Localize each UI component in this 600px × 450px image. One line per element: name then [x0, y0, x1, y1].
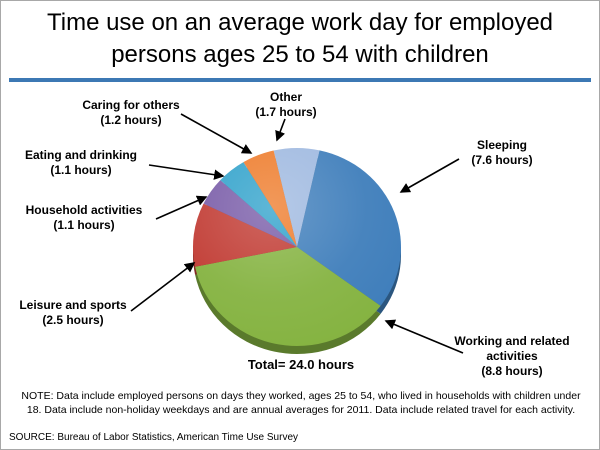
total-label: Total= 24.0 hours: [247, 357, 355, 372]
title-divider: [9, 78, 591, 82]
pie-chart: [130, 113, 464, 354]
callout-working-label: Working and related activities: [454, 334, 570, 363]
callout-caring-for-others: Caring for others (1.2 hours): [71, 98, 191, 128]
pie-slices: [193, 148, 401, 354]
callout-leisure-and-sports: Leisure and sports (2.5 hours): [13, 298, 133, 328]
chart-title-line1: Time use on an average work day for empl…: [46, 9, 554, 36]
callout-eating-value: (1.1 hours): [50, 163, 112, 177]
note-text: NOTE: Data include employed persons on d…: [21, 390, 581, 416]
leader-arrow-working: [384, 319, 464, 354]
leader-arrow-other: [275, 118, 286, 142]
leader-arrows: [130, 113, 464, 354]
leader-arrow-household: [155, 195, 208, 220]
callout-sleeping-value: (7.6 hours): [471, 153, 533, 167]
callout-sleeping: Sleeping (7.6 hours): [446, 138, 558, 168]
callout-leisure-value: (2.5 hours): [42, 313, 104, 327]
callout-caring-label: Caring for others: [82, 98, 180, 112]
pie-sheen: [193, 148, 401, 346]
leader-arrow-eating: [148, 164, 225, 180]
callout-other-value: (1.7 hours): [255, 105, 317, 119]
callout-working-value: (8.8 hours): [481, 364, 543, 378]
callout-caring-value: (1.2 hours): [100, 113, 162, 127]
chart-title-line2: persons ages 25 to 54 with children: [111, 41, 489, 68]
callout-eating-label: Eating and drinking: [24, 148, 137, 162]
callout-other: Other (1.7 hours): [236, 90, 336, 120]
leader-arrow-caring: [180, 113, 253, 154]
source-text: SOURCE: Bureau of Labor Statistics, Amer…: [9, 432, 298, 443]
callout-leisure-label: Leisure and sports: [19, 298, 127, 312]
callout-household-label: Household activities: [25, 203, 143, 217]
callout-working-and-related-activities: Working and related activities (8.8 hour…: [451, 334, 573, 379]
chart-title: Time use on an average work day for empl…: [1, 7, 599, 71]
leader-arrow-leisure: [130, 262, 196, 312]
callout-sleeping-label: Sleeping: [476, 138, 527, 152]
callout-other-label: Other: [269, 90, 302, 104]
callout-household-value: (1.1 hours): [53, 218, 115, 232]
callout-household-activities: Household activities (1.1 hours): [9, 203, 159, 233]
leader-arrow-sleeping: [399, 158, 460, 193]
callout-eating-and-drinking: Eating and drinking (1.1 hours): [11, 148, 151, 178]
